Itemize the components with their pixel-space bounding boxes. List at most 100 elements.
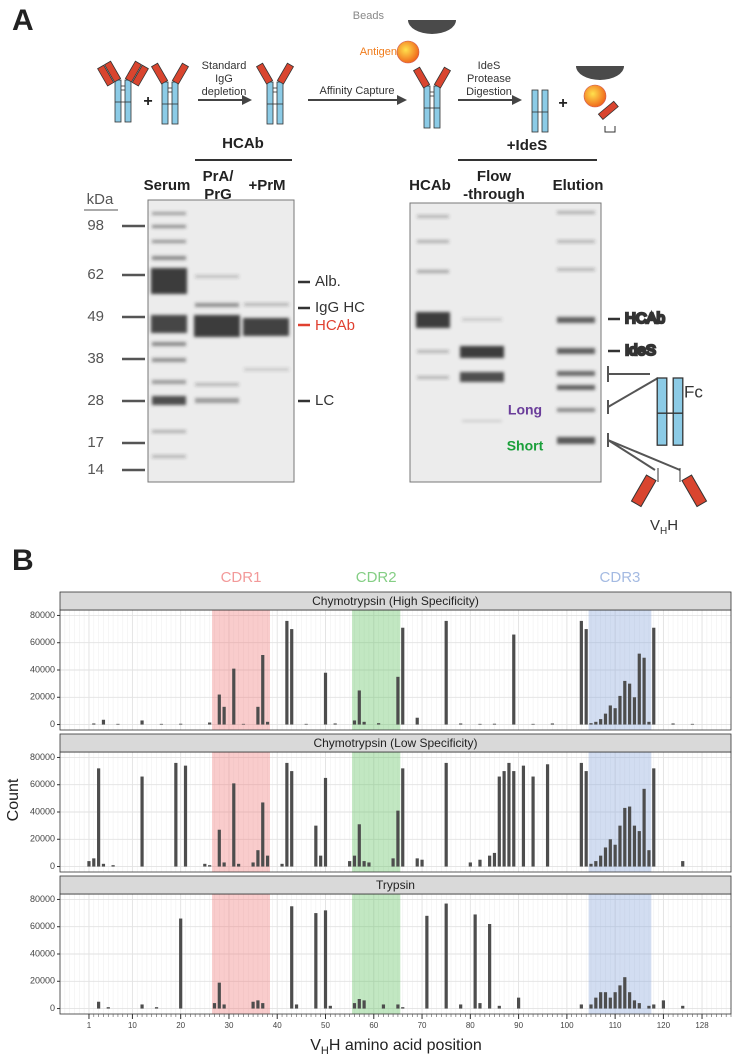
bar — [516, 997, 521, 1009]
bar — [212, 1003, 217, 1009]
bar — [106, 1007, 110, 1009]
x-tick-label: 1 — [87, 1021, 92, 1030]
y-tick-label: 80000 — [30, 610, 55, 620]
bar — [647, 1005, 651, 1009]
x-label-text: H amino acid position — [329, 1037, 482, 1054]
x-tick-label: 10 — [128, 1021, 137, 1030]
bar — [101, 863, 106, 867]
x-tick-label: 70 — [418, 1021, 427, 1030]
hcab-icon — [256, 62, 294, 125]
bar — [599, 855, 603, 867]
y-tick-label: 20000 — [30, 834, 55, 844]
bar — [217, 694, 221, 725]
bar — [628, 683, 632, 725]
bar — [608, 997, 612, 1009]
bar — [415, 717, 419, 725]
plus: + — [558, 95, 567, 112]
bar — [512, 634, 516, 725]
bar — [101, 719, 106, 725]
lane-label: HCAb — [409, 177, 451, 194]
fragment-map — [607, 366, 681, 471]
y-tick-label: 20000 — [30, 692, 55, 702]
bar — [396, 1004, 400, 1009]
bar — [652, 627, 656, 725]
bar — [623, 807, 627, 867]
bar — [97, 1001, 101, 1009]
bar — [608, 705, 612, 725]
bar — [637, 831, 641, 867]
bar — [652, 768, 656, 867]
hcab-icon — [413, 66, 451, 129]
bar — [97, 768, 101, 867]
y-tick-label: 60000 — [30, 921, 55, 931]
bar — [637, 653, 641, 725]
bar — [589, 723, 593, 725]
bar — [420, 859, 424, 867]
bar — [589, 863, 593, 867]
bar — [285, 620, 289, 725]
bar — [632, 697, 637, 725]
bar — [497, 776, 501, 867]
bar — [256, 706, 260, 725]
bar — [401, 1007, 405, 1009]
group-label: HCAb — [222, 135, 264, 152]
bar — [314, 913, 318, 1009]
annotations: Alb. IgG HC HCAb LC — [298, 273, 365, 409]
bar — [222, 706, 226, 725]
bar — [613, 844, 617, 867]
bar — [179, 918, 183, 1009]
annotation: HCAb — [625, 310, 665, 327]
bar — [401, 768, 405, 867]
lane-label: +PrM — [248, 177, 285, 194]
bar — [217, 982, 221, 1009]
lane-label: PrG — [204, 186, 232, 203]
bar — [425, 915, 429, 1009]
bar — [473, 914, 477, 1009]
marker-label: 17 — [87, 434, 104, 451]
x-tick-label: 128 — [695, 1021, 709, 1030]
bar — [459, 1004, 463, 1009]
lane-label: PrA/ — [203, 168, 235, 185]
bar — [377, 723, 381, 725]
x-axis-label: VHH amino acid position — [310, 1037, 482, 1057]
bar — [584, 629, 588, 725]
bar — [502, 771, 506, 867]
vhh-text: H — [667, 517, 678, 534]
step-text: Digestion — [466, 86, 512, 98]
bar — [319, 855, 323, 867]
marker-label: 38 — [87, 350, 104, 367]
bar — [285, 762, 289, 867]
bar — [290, 906, 294, 1009]
bar — [690, 723, 694, 725]
vhh-icon — [597, 100, 619, 121]
ladder: 98 62 49 38 28 17 14 — [87, 217, 145, 478]
bar — [208, 865, 212, 867]
bar — [478, 723, 482, 725]
bar — [512, 771, 516, 867]
facet-title: Trypsin — [376, 878, 415, 892]
bar — [256, 850, 260, 867]
vhh-text: V — [650, 517, 660, 534]
facet-strip — [59, 875, 732, 895]
bar — [362, 861, 366, 867]
lane-label: Flow — [477, 168, 511, 185]
bar — [92, 723, 96, 725]
facet-strip — [59, 591, 732, 611]
y-axis-label: Count — [5, 778, 22, 821]
bar — [241, 723, 246, 725]
bar — [594, 861, 598, 867]
bar — [671, 723, 675, 725]
bar — [492, 852, 497, 867]
bar — [294, 1004, 299, 1009]
annotation: HCAb — [315, 317, 355, 334]
step-text: IgG — [215, 73, 233, 85]
bar — [251, 862, 255, 867]
bar — [232, 668, 236, 725]
bar — [589, 1004, 593, 1009]
bar — [652, 1004, 656, 1009]
bar — [632, 1000, 637, 1009]
bar — [531, 776, 535, 867]
marker-label: 49 — [87, 308, 104, 325]
bar — [290, 629, 294, 725]
